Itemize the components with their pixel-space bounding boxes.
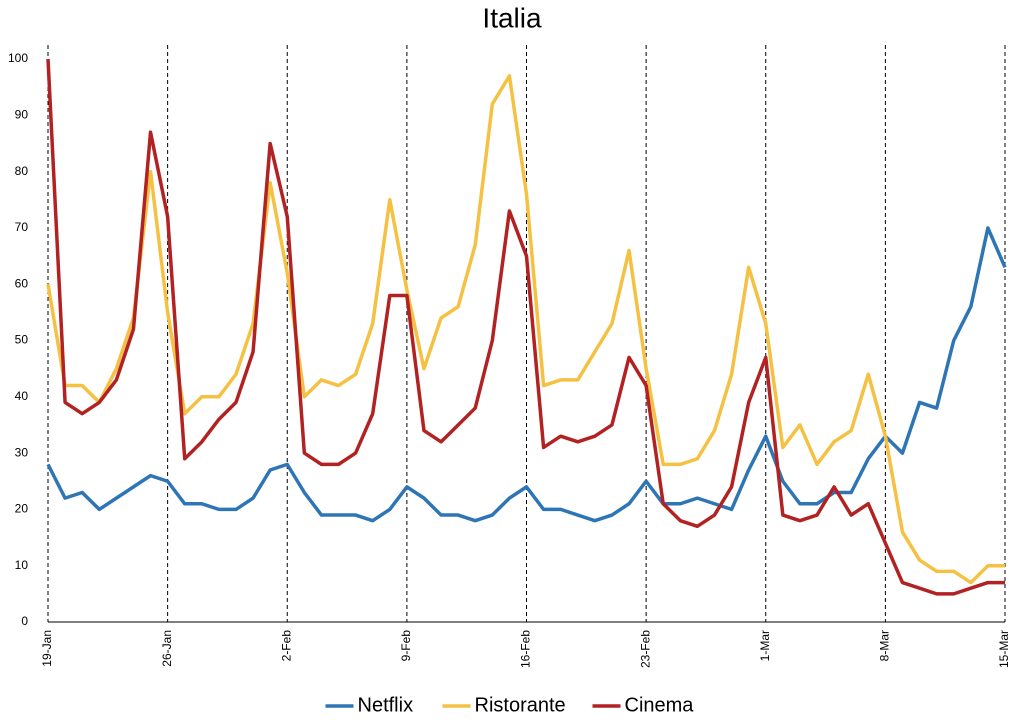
x-tick-label: 8-Mar: [878, 630, 892, 661]
series-line: [46, 58, 1005, 596]
y-tick-label: 90: [15, 107, 29, 121]
x-tick-label: 2-Feb: [279, 630, 293, 662]
x-tick-label: 26-Jan: [160, 630, 174, 667]
y-tick-label: 0: [21, 614, 28, 628]
legend-label: Cinema: [625, 694, 695, 716]
y-tick-label: 60: [15, 276, 29, 290]
series-line: [46, 226, 1007, 523]
x-tick-label: 15-Mar: [997, 630, 1011, 668]
series-line: [46, 74, 1005, 585]
legend-label: Ristorante: [475, 694, 566, 716]
x-tick-label: 16-Feb: [519, 630, 533, 668]
y-tick-label: 50: [15, 333, 29, 347]
y-tick-label: 100: [8, 51, 28, 65]
legend-label: Netflix: [358, 694, 414, 716]
x-tick-label: 1-Mar: [758, 630, 772, 661]
y-tick-label: 20: [15, 502, 29, 516]
y-tick-label: 80: [15, 164, 29, 178]
y-tick-label: 30: [15, 445, 29, 459]
y-tick-label: 40: [15, 389, 29, 403]
y-tick-label: 10: [15, 558, 29, 572]
x-tick-label: 23-Feb: [638, 630, 652, 668]
y-tick-label: 70: [15, 220, 29, 234]
chart-title: Italia: [482, 2, 542, 33]
x-tick-label: 19-Jan: [40, 630, 54, 667]
x-tick-label: 9-Feb: [399, 630, 413, 662]
